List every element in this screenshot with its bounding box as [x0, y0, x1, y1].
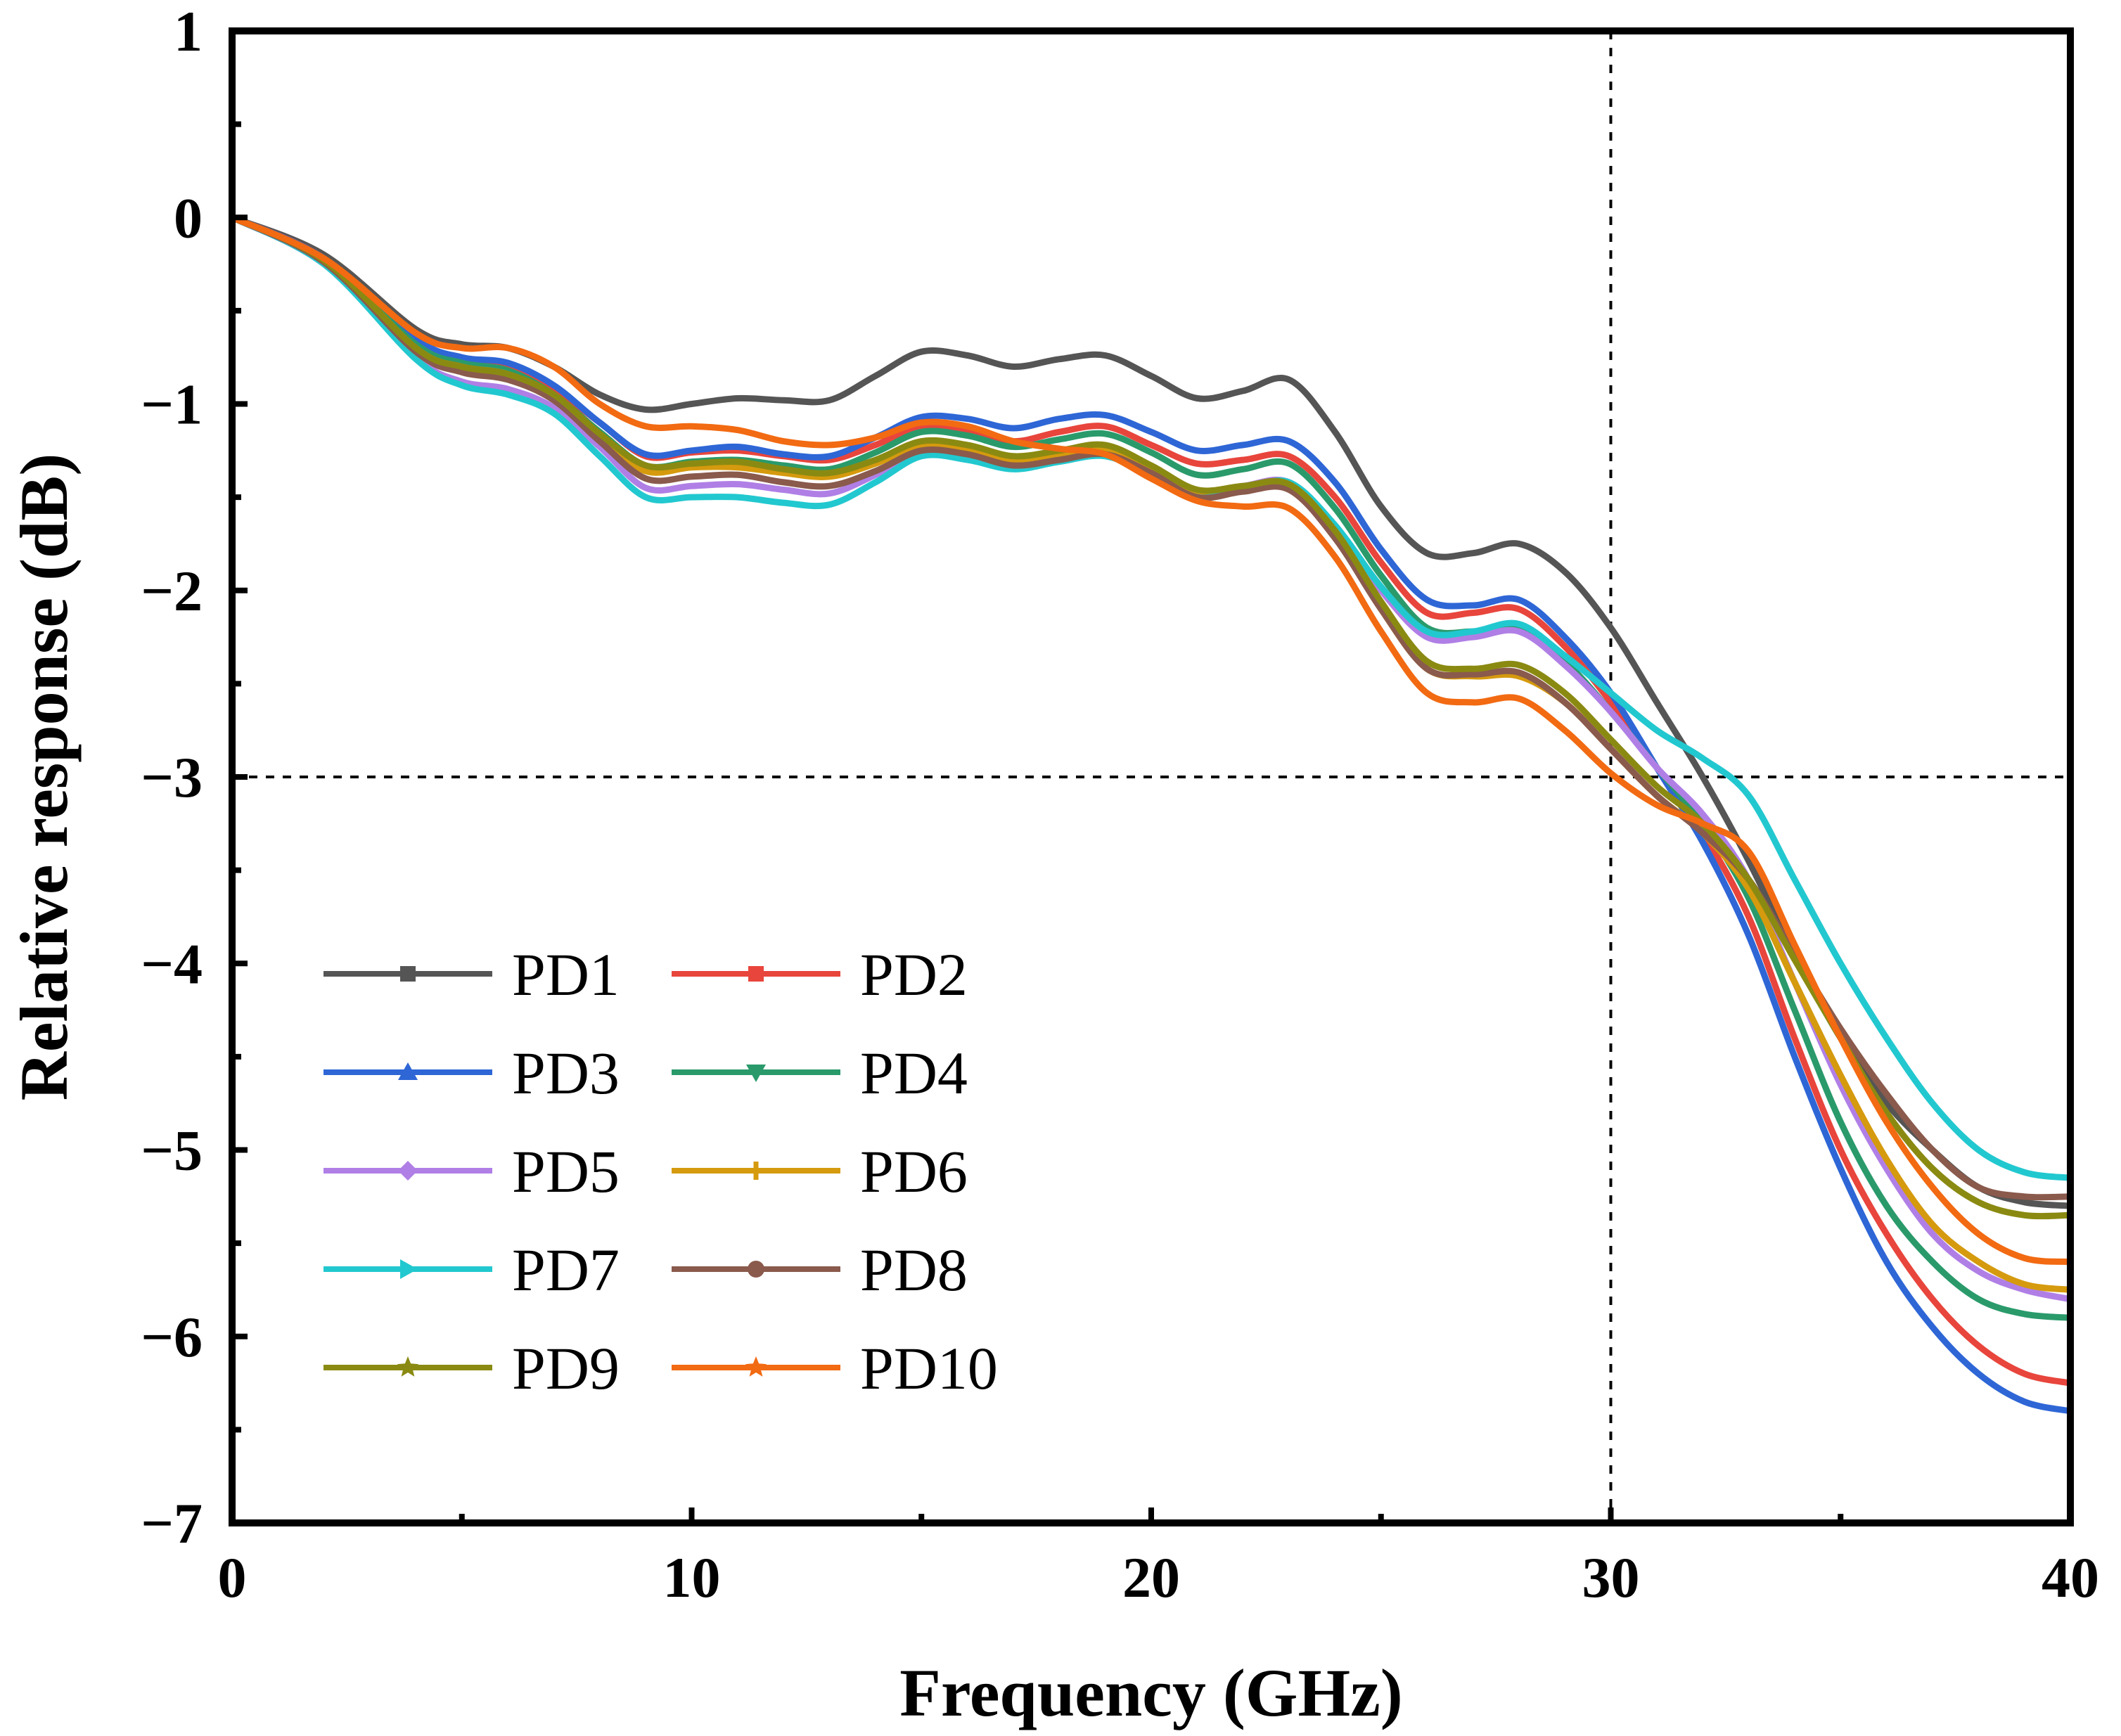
y-tick-label: −4 — [141, 932, 203, 996]
y-tick-label: −3 — [141, 745, 203, 809]
legend-item-pd3: PD3 — [323, 1039, 620, 1107]
axis-ticks — [232, 121, 1844, 1523]
legend-marker-pd9 — [397, 1356, 419, 1377]
legend-item-pd6: PD6 — [672, 1138, 968, 1205]
legend-item-pd1: PD1 — [323, 941, 620, 1008]
legend-label-pd7: PD7 — [512, 1236, 620, 1304]
legend-item-pd7: PD7 — [323, 1236, 620, 1304]
legend-label-pd5: PD5 — [512, 1138, 620, 1205]
legend-item-pd8: PD8 — [672, 1236, 968, 1304]
x-tick-label: 20 — [1122, 1545, 1180, 1609]
legend-marker-pd10 — [745, 1356, 767, 1377]
y-tick-label: −1 — [141, 373, 203, 437]
legend-marker-pd1 — [400, 966, 416, 982]
series-line-pd3 — [232, 214, 2070, 1415]
x-tick-label: 0 — [218, 1545, 247, 1609]
legend-marker-pd5 — [398, 1161, 418, 1181]
legend-marker-pd3 — [398, 1062, 418, 1080]
y-tick-label: −6 — [141, 1305, 203, 1369]
x-axis-title: Frequency (GHz) — [899, 1655, 1402, 1730]
legend-marker-pd6 — [747, 1162, 765, 1180]
series-line-pd10 — [232, 214, 2070, 1266]
legend-item-pd10: PD10 — [672, 1335, 998, 1402]
x-tick-label: 30 — [1582, 1545, 1640, 1609]
legend: PD1 PD2 PD3 PD4 PD5 PD6 PD7 PD8 PD9 PD10 — [323, 941, 998, 1402]
y-tick-labels: 1 0 −1 −2 −3 −4 −5 −6 −7 — [141, 0, 203, 1555]
series-layer — [232, 214, 2070, 1415]
legend-label-pd2: PD2 — [860, 941, 968, 1008]
y-axis-title: Relative response (dB) — [6, 454, 82, 1101]
legend-label-pd1: PD1 — [512, 941, 620, 1008]
y-tick-label: −2 — [141, 559, 203, 623]
y-tick-label: 0 — [174, 186, 203, 250]
series-line-pd9 — [232, 214, 2070, 1220]
x-tick-label: 10 — [663, 1545, 721, 1609]
legend-marker-pd4 — [746, 1065, 766, 1082]
reference-lines — [232, 31, 2070, 1523]
legend-label-pd4: PD4 — [860, 1039, 968, 1107]
legend-marker-pd8 — [748, 1261, 764, 1278]
legend-item-pd2: PD2 — [672, 941, 968, 1008]
y-tick-label: 1 — [174, 0, 203, 63]
legend-marker-pd2 — [748, 966, 764, 982]
legend-label-pd10: PD10 — [860, 1335, 998, 1402]
legend-label-pd3: PD3 — [512, 1039, 620, 1107]
legend-item-pd5: PD5 — [323, 1138, 620, 1205]
legend-item-pd4: PD4 — [672, 1039, 968, 1107]
y-tick-label: −5 — [141, 1119, 203, 1183]
legend-label-pd6: PD6 — [860, 1138, 968, 1205]
legend-label-pd8: PD8 — [860, 1236, 968, 1304]
legend-marker-pd7 — [400, 1259, 418, 1279]
x-tick-label: 40 — [2042, 1545, 2099, 1609]
legend-label-pd9: PD9 — [512, 1335, 620, 1402]
legend-item-pd9: PD9 — [323, 1335, 620, 1402]
x-tick-labels: 0 10 20 30 40 — [218, 1545, 2100, 1609]
y-tick-label: −7 — [141, 1491, 203, 1555]
